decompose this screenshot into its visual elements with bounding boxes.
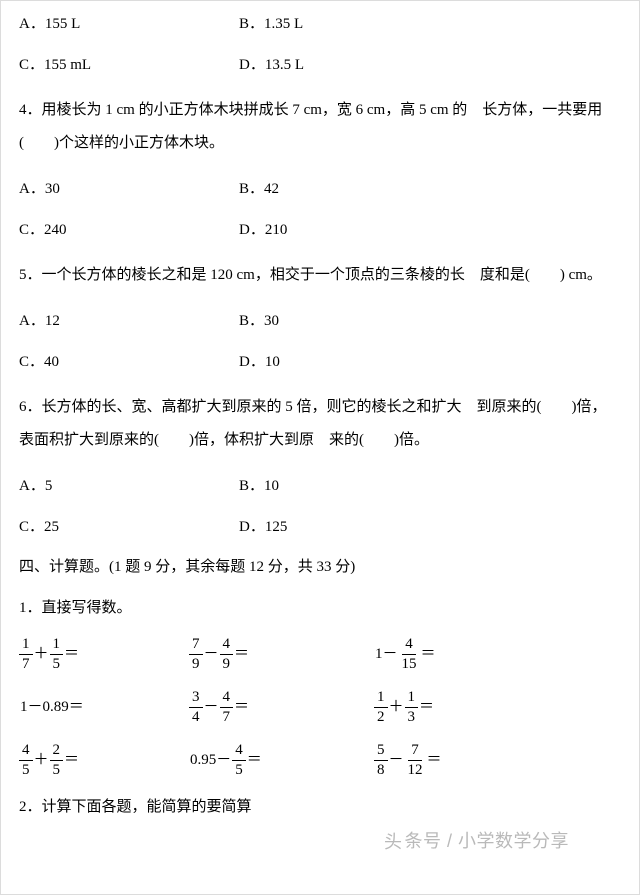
q3-options-row1: A．155 L B．1.35 L — [19, 13, 621, 36]
q6-option-a: A．5 — [19, 475, 239, 498]
calc-3b: 0.95－ 45 ＝ — [189, 743, 374, 778]
q5-options-row2: C．40 D．10 — [19, 351, 621, 374]
q4-text: 4．用棱长为 1 cm 的小正方体木块拼成长 7 cm，宽 6 cm，高 5 c… — [19, 94, 621, 160]
q5-option-b: B．30 — [239, 310, 279, 333]
calc-3a: 45 ＋ 25 ＝ — [19, 743, 189, 778]
q6-option-b: B．10 — [239, 475, 279, 498]
q3-option-b: B．1.35 L — [239, 13, 303, 36]
q3-option-a: A．155 L — [19, 13, 239, 36]
q5-options-row1: A．12 B．30 — [19, 310, 621, 333]
q5-option-d: D．10 — [239, 351, 280, 374]
q4-option-b: B．42 — [239, 178, 279, 201]
q4-option-a: A．30 — [19, 178, 239, 201]
calc-2b: 34 － 47 ＝ — [189, 690, 374, 725]
q3-option-c: C．155 mL — [19, 54, 239, 77]
q6-options-row2: C．25 D．125 — [19, 516, 621, 539]
q5-text: 5．一个长方体的棱长之和是 120 cm，相交于一个顶点的三条棱的长 度和是( … — [19, 259, 621, 292]
q4-option-d: D．210 — [239, 219, 287, 242]
calc-2a: 1－0.89＝ — [19, 696, 189, 719]
q6-text: 6．长方体的长、宽、高都扩大到原来的 5 倍，则它的棱长之和扩大 到原来的( )… — [19, 391, 621, 457]
q4-option-c: C．240 — [19, 219, 239, 242]
calc-row-2: 1－0.89＝ 34 － 47 ＝ 12 ＋ 13 ＝ — [19, 690, 621, 725]
watermark-text: 条号 / 小学数学分享 — [404, 831, 569, 851]
calc-3c: 58 － 712 ＝ — [374, 743, 443, 778]
q5-option-c: C．40 — [19, 351, 239, 374]
q6-option-d: D．125 — [239, 516, 287, 539]
calc-row-1: 17 ＋ 15 ＝ 79 － 49 ＝ 1－ 415 ＝ — [19, 637, 621, 672]
calc-2c: 12 ＋ 13 ＝ — [374, 690, 435, 725]
calc-1c: 1－ 415 ＝ — [374, 637, 437, 672]
section4-subtitle1: 1．直接写得数。 — [19, 597, 621, 620]
calc-row-3: 45 ＋ 25 ＝ 0.95－ 45 ＝ 58 － 712 ＝ — [19, 743, 621, 778]
watermark-logo-icon: 头 — [384, 829, 403, 856]
calc-1a: 17 ＋ 15 ＝ — [19, 637, 189, 672]
q6-options-row1: A．5 B．10 — [19, 475, 621, 498]
calc-1b: 79 － 49 ＝ — [189, 637, 374, 672]
q4-options-row1: A．30 B．42 — [19, 178, 621, 201]
q4-options-row2: C．240 D．210 — [19, 219, 621, 242]
q6-option-c: C．25 — [19, 516, 239, 539]
q3-option-d: D．13.5 L — [239, 54, 304, 77]
section4-title: 四、计算题。(1 题 9 分，其余每题 12 分，共 33 分) — [19, 556, 621, 579]
watermark: 头条号 / 小学数学分享 — [384, 828, 569, 856]
q5-option-a: A．12 — [19, 310, 239, 333]
section4-subtitle2: 2．计算下面各题，能简算的要简算 — [19, 796, 621, 819]
q3-options-row2: C．155 mL D．13.5 L — [19, 54, 621, 77]
